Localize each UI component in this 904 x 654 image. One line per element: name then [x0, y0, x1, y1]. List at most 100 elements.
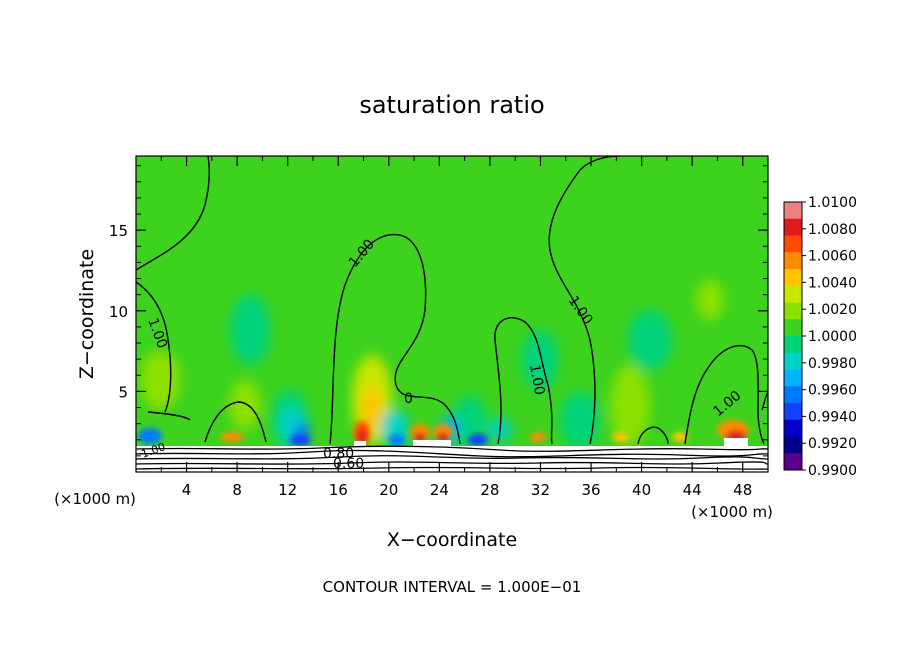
x-tick-label: 12 — [278, 481, 297, 499]
contour-label: 0.80 — [323, 446, 354, 462]
white-spot — [413, 440, 451, 446]
dry-region — [560, 392, 600, 448]
below-ground — [136, 445, 768, 472]
white-spots — [354, 438, 748, 446]
colorbar-swatch — [784, 235, 802, 253]
contour-lines — [136, 156, 768, 445]
subsaturated-cell — [290, 434, 310, 446]
moist-region — [362, 386, 382, 434]
colorbar-swatch — [784, 419, 802, 437]
colorbar-swatch — [784, 352, 802, 370]
moist-region — [610, 365, 650, 445]
surface-extremes — [138, 420, 749, 446]
x-tick-label: 40 — [632, 481, 651, 499]
colorbar-label: 1.0020 — [808, 302, 857, 318]
contour-label: 1.00 — [526, 363, 547, 396]
x-tick-label: 8 — [232, 481, 242, 499]
y-tick-label: 5 — [118, 383, 128, 401]
colorbar-swatch — [784, 369, 802, 387]
contour-line — [136, 156, 210, 271]
x-units-right: (×1000 m) — [691, 503, 773, 521]
x-tick-label: 28 — [480, 481, 499, 499]
x-tick-label: 32 — [531, 481, 550, 499]
colorbar-swatch — [784, 252, 802, 270]
x-tick-label: 44 — [683, 481, 702, 499]
x-tick-label: 48 — [733, 481, 752, 499]
subsaturated-cell — [389, 434, 405, 446]
y-axis-label: Z−coordinate — [76, 249, 98, 379]
ground-contour — [136, 449, 768, 458]
supersaturated-cell — [672, 432, 688, 442]
dry-region — [628, 310, 672, 370]
ground-contour — [136, 466, 768, 470]
colorbar-label: 1.0100 — [808, 195, 857, 211]
y-tick-label: 10 — [109, 303, 128, 321]
ground-contour — [136, 461, 768, 465]
colorbar-swatch — [784, 319, 802, 337]
contour-line — [548, 156, 621, 445]
contour-line — [136, 281, 172, 413]
ground-contour — [136, 445, 768, 452]
contour-line — [684, 345, 765, 445]
contour-line — [147, 411, 191, 421]
contour-interval-note: CONTOUR INTERVAL = 1.000E−01 — [323, 578, 582, 596]
colorbar-swatch — [784, 403, 802, 421]
dry-region — [522, 330, 558, 390]
colorbar: 1.0100 1.0080 1.0060 1.0040 1.0020 1.0000 0.99… — [783, 195, 857, 479]
colorbar-swatch — [784, 453, 802, 471]
colorbar-label: 0.9960 — [808, 383, 857, 399]
subsaturated-cell — [138, 428, 162, 444]
moist-region — [696, 280, 724, 320]
colorbar-label: 0.9900 — [808, 463, 857, 479]
x-tick-label: 20 — [379, 481, 398, 499]
colorbar-swatch — [784, 269, 802, 287]
supersaturated-cell — [414, 432, 426, 442]
x-units-left: (×1000 m) — [54, 490, 136, 508]
plot-frame — [135, 155, 769, 473]
colorbar-swatch — [784, 302, 802, 320]
colorbar-swatch — [784, 436, 802, 454]
y-tick-label: 15 — [109, 222, 128, 240]
supersaturated-cell — [357, 431, 367, 443]
colorbar-swatch — [784, 285, 802, 303]
dry-region — [230, 295, 270, 365]
dry-region — [454, 396, 486, 444]
supersaturated-cell — [220, 432, 244, 442]
colorbar-label: 1.0000 — [808, 329, 857, 345]
contour-line — [637, 426, 669, 445]
contour-label: 0.60 — [333, 456, 364, 472]
ground-contour — [136, 455, 768, 460]
colorbar-label: 0.9920 — [808, 436, 857, 452]
supersaturated-cell — [530, 432, 546, 442]
contour-line — [204, 401, 267, 443]
moist-region — [140, 350, 180, 410]
x-tick-label: 16 — [329, 481, 348, 499]
colorbar-swatch — [784, 202, 802, 220]
colorbar-swatch — [784, 336, 802, 354]
white-spot — [724, 438, 748, 446]
subsaturated-cell — [468, 434, 488, 446]
colorbar-label: 1.0040 — [808, 275, 857, 291]
x-axis-label: X−coordinate — [387, 529, 517, 551]
chart-title: saturation ratio — [359, 91, 544, 119]
colorbar-label: 0.9980 — [808, 356, 857, 372]
contour-label: 0 — [404, 391, 413, 407]
colorbar-label: 1.0060 — [808, 249, 857, 265]
x-tick-label: 24 — [430, 481, 449, 499]
field-anomalies — [140, 280, 724, 450]
x-axis: 4 8 12 16 20 24 28 32 36 40 44 48 — [160, 156, 752, 499]
plot-area: 1.00 1.00 1.00 1.00 1.00 1.00 0 0.80 0.6… — [136, 156, 768, 472]
white-spot — [354, 441, 366, 446]
y-axis: 5 10 15 — [109, 165, 768, 457]
contour-line — [329, 233, 461, 445]
colorbar-label: 1.0080 — [808, 222, 857, 238]
supersaturated-cell — [437, 432, 449, 442]
supersaturated-cell — [612, 432, 628, 442]
moist-region — [229, 380, 261, 430]
colorbar-label: 0.9940 — [808, 409, 857, 425]
colorbar-swatch — [784, 386, 802, 404]
x-tick-label: 36 — [581, 481, 600, 499]
contour-line — [494, 317, 553, 445]
x-tick-label: 4 — [182, 481, 192, 499]
